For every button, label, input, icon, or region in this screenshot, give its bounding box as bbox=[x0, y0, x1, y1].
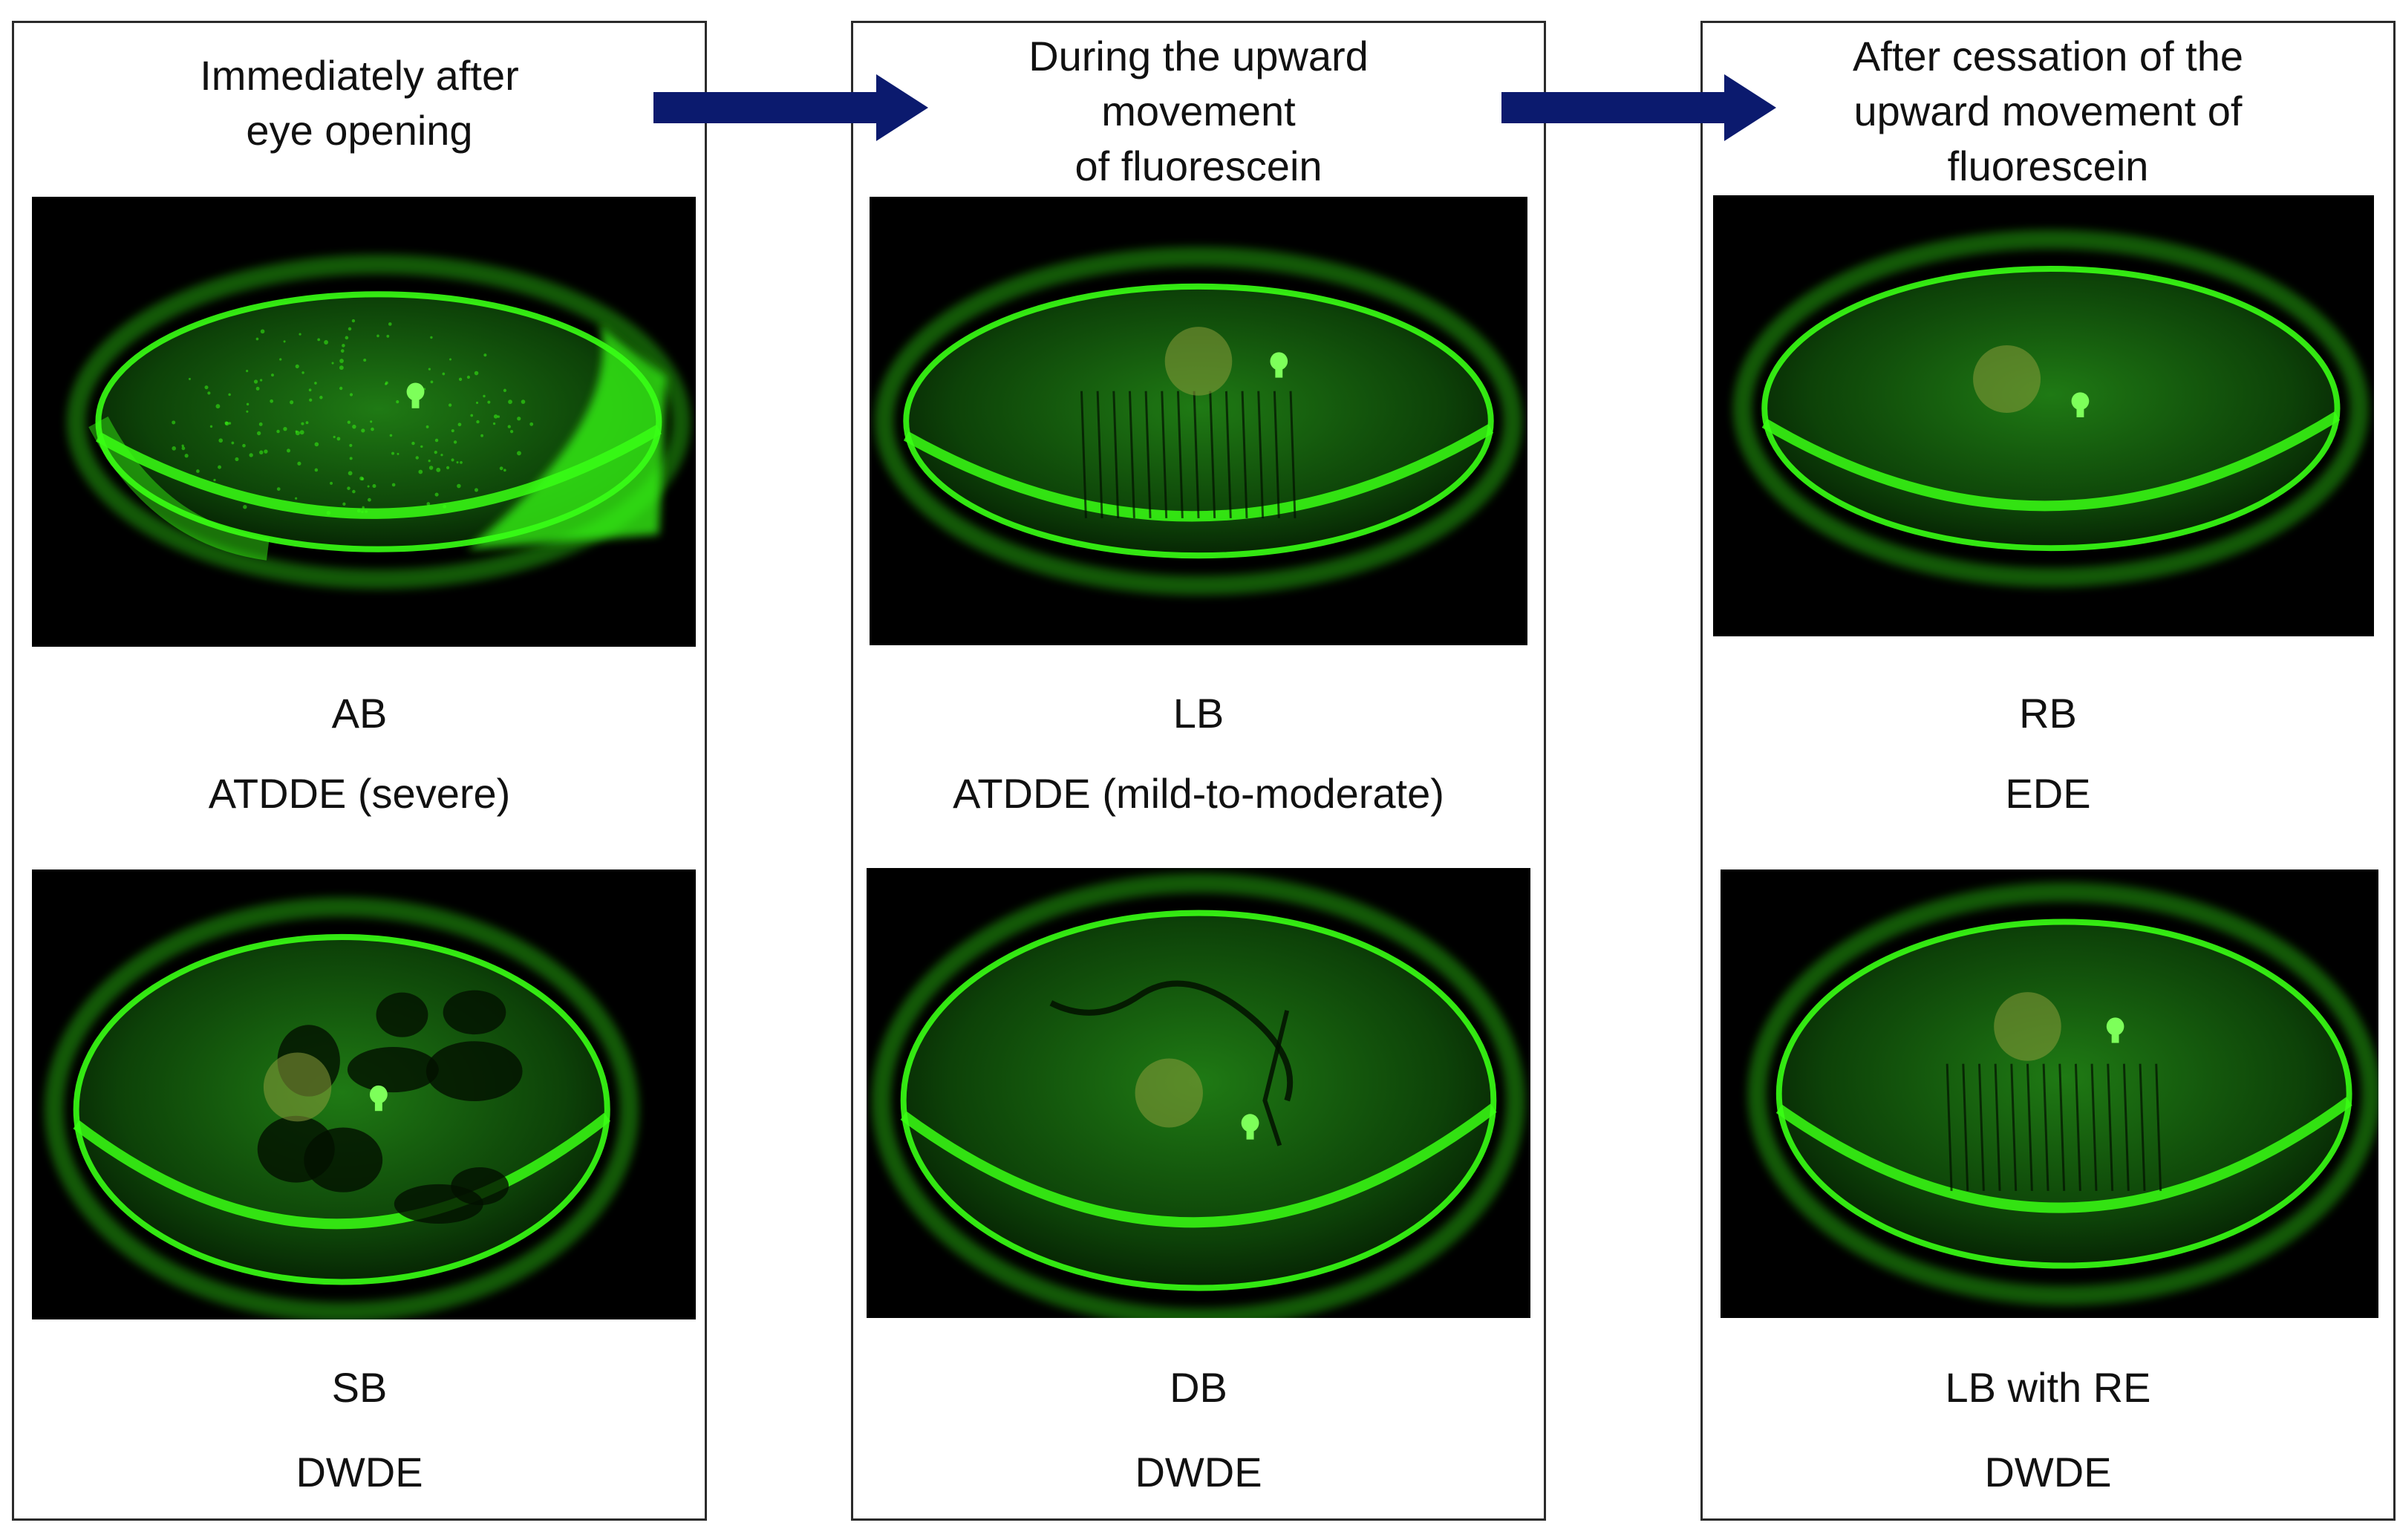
eye-photo-random-break bbox=[1713, 195, 2374, 636]
diagnosis-label: ATDDE (mild-to-moderate) bbox=[953, 770, 1444, 817]
heading-line: of fluorescein bbox=[1074, 143, 1323, 189]
heading-line: Immediately after bbox=[200, 52, 519, 99]
eye-photo-area-break bbox=[32, 197, 696, 647]
eye-photo-spot-break bbox=[32, 869, 696, 1319]
heading-line: eye opening bbox=[246, 107, 473, 154]
diagnosis-label: DWDE bbox=[296, 1449, 423, 1495]
diagnosis-label: DWDE bbox=[1984, 1449, 2112, 1495]
pattern-label: AB bbox=[331, 690, 388, 737]
heading-line: movement bbox=[1101, 88, 1296, 134]
arrow-shape bbox=[653, 74, 928, 141]
right-arrow-icon bbox=[1501, 74, 1776, 141]
arrow-shape bbox=[1501, 74, 1776, 141]
panel-heading: After cessation of the upward movement o… bbox=[1703, 29, 2393, 194]
pattern-label: SB bbox=[331, 1364, 388, 1411]
panel-heading: Immediately after eye opening bbox=[14, 48, 705, 158]
right-arrow-icon bbox=[653, 74, 928, 141]
heading-line: During the upward bbox=[1028, 33, 1369, 79]
eye-photo-line-break-with-rapid-expansion bbox=[1721, 869, 2378, 1318]
pattern-label: DB bbox=[1170, 1364, 1227, 1411]
heading-line: upward movement of bbox=[1853, 88, 2243, 134]
panel-heading: During the upward movement of fluorescei… bbox=[853, 29, 1544, 194]
pattern-label: RB bbox=[2019, 690, 2077, 737]
pattern-label: LB bbox=[1173, 690, 1224, 737]
panel-after-cessation-of-upward-movement: After cessation of the upward movement o… bbox=[1700, 21, 2396, 1521]
panel-immediately-after-eye-opening: Immediately after eye opening AB ATDDE (… bbox=[12, 21, 707, 1521]
diagnosis-label: DWDE bbox=[1135, 1449, 1262, 1495]
diagnosis-label: ATDDE (severe) bbox=[208, 770, 511, 817]
panel-during-upward-movement: During the upward movement of fluorescei… bbox=[851, 21, 1546, 1521]
pattern-label: LB with RE bbox=[1945, 1364, 2151, 1411]
diagnosis-label: EDE bbox=[2005, 770, 2091, 817]
heading-line: fluorescein bbox=[1947, 143, 2149, 189]
heading-line: After cessation of the bbox=[1852, 33, 2244, 79]
eye-photo-line-break bbox=[870, 197, 1527, 645]
eye-photo-dimple-break bbox=[867, 868, 1530, 1318]
